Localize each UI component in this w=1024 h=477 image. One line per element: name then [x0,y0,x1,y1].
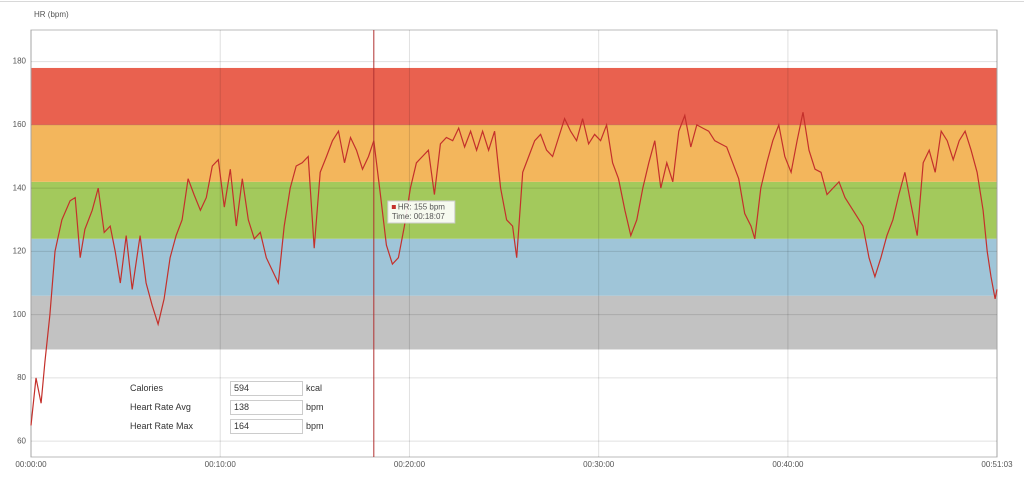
hr-zone [31,124,997,182]
summary-unit: kcal [306,383,323,393]
hr-zone [31,67,997,125]
summary-unit: bpm [306,402,324,412]
x-tick-label: 00:20:00 [394,460,426,469]
x-tick-label: 00:30:00 [583,460,615,469]
tooltip-text: HR: 155 bpm [398,203,445,212]
y-tick-label: 180 [13,57,27,66]
y-tick-label: 160 [13,120,27,129]
hr-zone [31,181,997,239]
y-tick-label: 100 [13,310,27,319]
hr-line [30,112,998,426]
x-tick-label: 00:40:00 [772,460,804,469]
x-tick-label: 00:10:00 [205,460,237,469]
y-tick-label: 60 [17,436,26,445]
summary-label: Heart Rate Max [130,421,194,431]
hr-zone [31,295,997,350]
summary-unit: bpm [306,421,324,431]
summary-label: Calories [130,383,164,393]
y-tick-label: 80 [17,373,26,382]
y-axis-title: HR (bpm) [34,10,69,19]
tooltip-box [387,200,456,224]
tooltip-marker [391,205,396,209]
summary-value: 164 [230,419,303,434]
summary-value: 594 [230,381,303,396]
tooltip-text: Time: 00:18:07 [392,212,446,221]
summary-value: 138 [230,400,303,415]
hr-zone [31,238,997,296]
y-tick-label: 140 [13,183,27,192]
x-tick-label: 00:51:03 [981,460,1013,469]
x-tick-label: 00:00:00 [15,460,47,469]
y-tick-label: 120 [13,247,27,256]
summary-label: Heart Rate Avg [130,402,191,412]
